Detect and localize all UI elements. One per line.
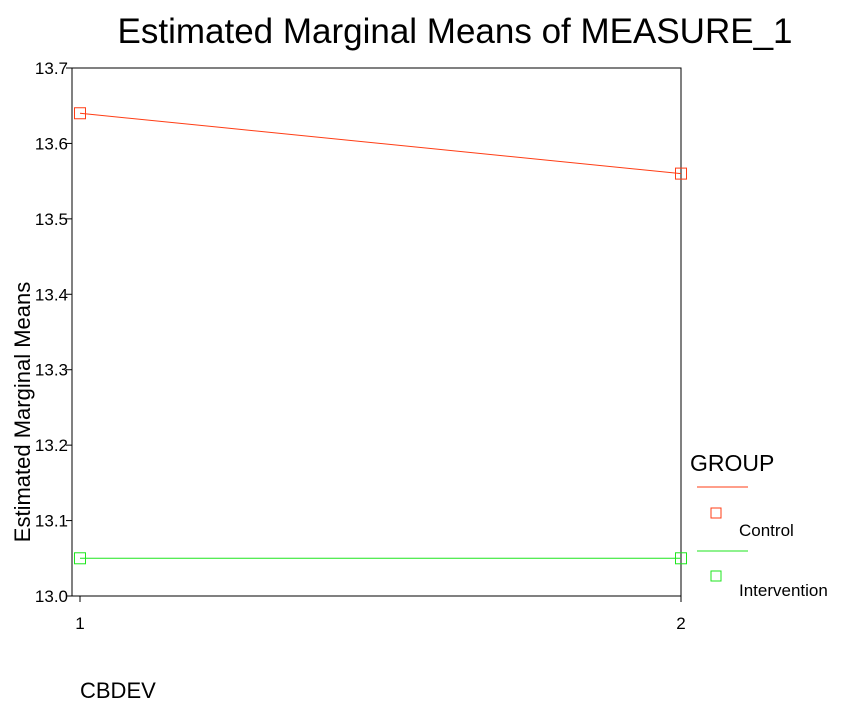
- series-line-control: [79, 112, 682, 175]
- y-tick-label: 13.2: [35, 436, 68, 455]
- y-axis-title: Estimated Marginal Means: [10, 282, 35, 542]
- chart-title: Estimated Marginal Means of MEASURE_1: [118, 12, 793, 51]
- x-tick-label: 2: [676, 614, 685, 633]
- y-tick-label: 13.7: [35, 59, 68, 78]
- legend-label-control: Control: [739, 521, 794, 540]
- plot-frame: [71, 67, 682, 597]
- data-point-control: [675, 167, 687, 180]
- series-layer: [74, 107, 687, 565]
- data-point-intervention: [74, 552, 86, 565]
- data-point-intervention: [675, 552, 687, 565]
- y-axis: 13.0 13.1 13.2 13.3 13.4 13.5 13.6 13.7: [35, 59, 72, 606]
- y-tick-label: 13.6: [35, 134, 68, 153]
- legend-marker-control: [710, 507, 722, 519]
- y-tick-label: 13.0: [35, 587, 68, 606]
- legend-title: GROUP: [690, 450, 774, 476]
- y-tick-label: 13.5: [35, 210, 68, 229]
- x-tick-label: 1: [75, 614, 84, 633]
- legend: GROUP Control Intervention: [690, 450, 828, 600]
- legend-label-intervention: Intervention: [739, 581, 828, 600]
- y-tick-label: 13.4: [35, 285, 68, 304]
- legend-marker-intervention: [710, 570, 722, 582]
- data-point-control: [74, 107, 86, 120]
- y-tick-label: 13.3: [35, 361, 68, 380]
- x-axis-title: CBDEV: [80, 678, 156, 703]
- y-tick-label: 13.1: [35, 512, 68, 531]
